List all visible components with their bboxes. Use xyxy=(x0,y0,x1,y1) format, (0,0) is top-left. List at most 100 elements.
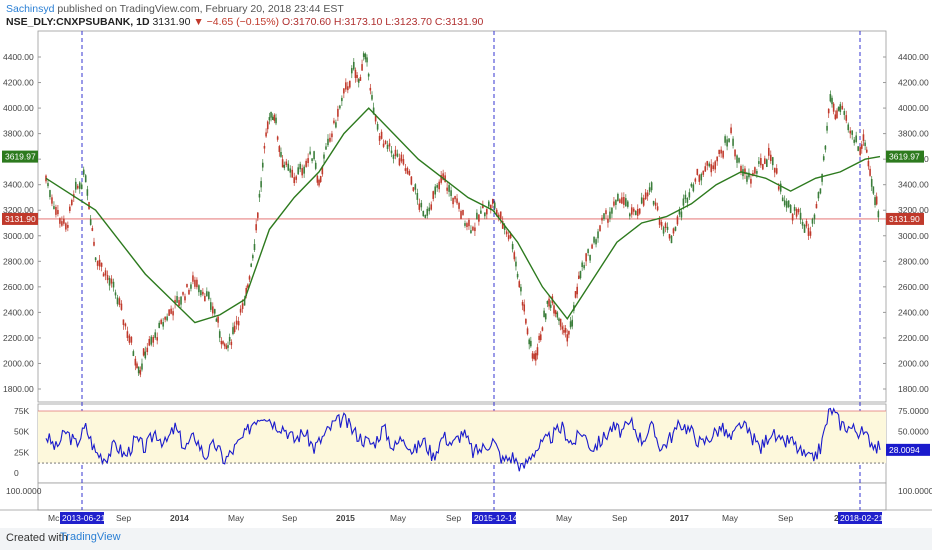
candle-body xyxy=(164,316,166,320)
candle-body xyxy=(456,198,458,204)
candle-body xyxy=(518,281,521,288)
candle-body xyxy=(589,254,591,261)
x-tick-label-2: 2014 xyxy=(170,513,189,523)
candle-body xyxy=(281,159,284,168)
candle-body xyxy=(270,112,272,118)
candle-body xyxy=(354,69,357,78)
candle-body xyxy=(450,190,452,196)
candle-body xyxy=(160,319,162,325)
candle-body xyxy=(505,231,508,235)
y-tick-label-right-13: 4400.00 xyxy=(898,52,929,62)
candle-body xyxy=(170,308,172,314)
candle-body xyxy=(574,291,577,298)
candle-body xyxy=(869,168,871,176)
candle-body xyxy=(520,286,522,292)
candle-body xyxy=(826,125,828,131)
x-tick-label-7: Sep xyxy=(446,513,461,523)
rsi-line xyxy=(45,407,881,472)
candle-body xyxy=(188,289,190,295)
candle-body xyxy=(666,226,669,230)
candle-body xyxy=(438,181,440,190)
candle-body xyxy=(832,103,835,112)
symbol-name[interactable]: NSE_DLY:CNXPSUBANK, 1D xyxy=(6,16,150,28)
rsi-badge: 28.0094 xyxy=(889,445,920,455)
candle-body xyxy=(615,199,617,205)
candle-body xyxy=(874,197,876,205)
candle-body xyxy=(418,203,421,210)
ma-badge-right-bg xyxy=(886,150,924,163)
candle-body xyxy=(366,57,368,63)
candle-body xyxy=(345,82,347,90)
candle-body xyxy=(76,185,79,189)
candle-body xyxy=(859,147,861,155)
candle-body xyxy=(513,252,516,260)
candle-body xyxy=(843,111,846,115)
candle-body xyxy=(283,164,286,169)
candle-body xyxy=(162,322,164,327)
candle-body xyxy=(137,366,140,374)
ma-badge-right: 3619.97 xyxy=(889,152,920,162)
candle-body xyxy=(239,308,242,313)
candle-body xyxy=(327,138,329,146)
y-tick-label-right-8: 3400.00 xyxy=(898,180,929,190)
candle-body xyxy=(849,130,852,134)
price-badge-left-bg xyxy=(2,212,38,225)
candle-body xyxy=(388,143,391,147)
candle-body xyxy=(676,216,679,225)
candle-body xyxy=(516,273,519,278)
ohlc-values: O:3170.60 H:3173.10 L:3123.70 C:3131.90 xyxy=(281,16,484,28)
candle-body xyxy=(811,218,814,224)
x-tick-label-4: Sep xyxy=(282,513,297,523)
candle-body xyxy=(71,199,73,206)
candle-body xyxy=(335,122,337,128)
candle-body xyxy=(253,244,256,250)
candle-body xyxy=(252,255,254,259)
candle-body xyxy=(591,244,593,249)
candle-body xyxy=(212,306,214,314)
candle-body xyxy=(478,214,480,222)
candle-body xyxy=(233,325,236,333)
candle-body xyxy=(104,270,107,276)
candle-body xyxy=(760,158,762,166)
candle-body xyxy=(325,146,327,150)
candle-body xyxy=(126,331,129,338)
candle-body xyxy=(53,206,55,209)
price-chart[interactable]: 1800.00 1800.00 2000.00 2000.00 2200.00 2200.… xyxy=(0,0,932,528)
candle-body xyxy=(658,219,661,225)
candle-body xyxy=(484,212,486,217)
candle-body xyxy=(371,95,373,100)
candle-body xyxy=(426,208,429,216)
candle-body xyxy=(130,336,133,343)
candle-body xyxy=(490,204,492,211)
candle-body xyxy=(100,262,103,267)
candle-body xyxy=(568,330,570,335)
candle-body xyxy=(750,178,752,184)
candle-body xyxy=(275,117,277,124)
candle-body xyxy=(142,348,145,356)
candle-body xyxy=(285,161,288,166)
candle-body xyxy=(299,163,301,170)
candle-body xyxy=(297,167,299,175)
candle-body xyxy=(768,147,770,156)
candle-body xyxy=(561,326,564,330)
candle-body xyxy=(208,292,210,300)
candle-body xyxy=(738,157,740,163)
y-tick-label-left-4: 2600.00 xyxy=(3,282,34,292)
author-link[interactable]: Sachinsyd xyxy=(6,3,55,15)
tradingview-logo[interactable]: TradingView xyxy=(60,531,121,543)
candle-body xyxy=(793,206,796,211)
candle-body xyxy=(146,347,149,353)
candle-body xyxy=(847,124,850,131)
candle-body xyxy=(361,64,363,71)
candle-body xyxy=(343,88,345,94)
candle-body xyxy=(548,298,550,307)
candle-body xyxy=(243,298,246,306)
x-tick-label-1: Sep xyxy=(116,513,131,523)
candle-body xyxy=(384,140,387,145)
candle-body xyxy=(156,337,158,341)
candle-body xyxy=(837,106,840,111)
candle-body xyxy=(746,175,748,182)
candle-body xyxy=(422,210,425,217)
candle-body xyxy=(452,197,454,205)
candle-body xyxy=(98,259,101,267)
